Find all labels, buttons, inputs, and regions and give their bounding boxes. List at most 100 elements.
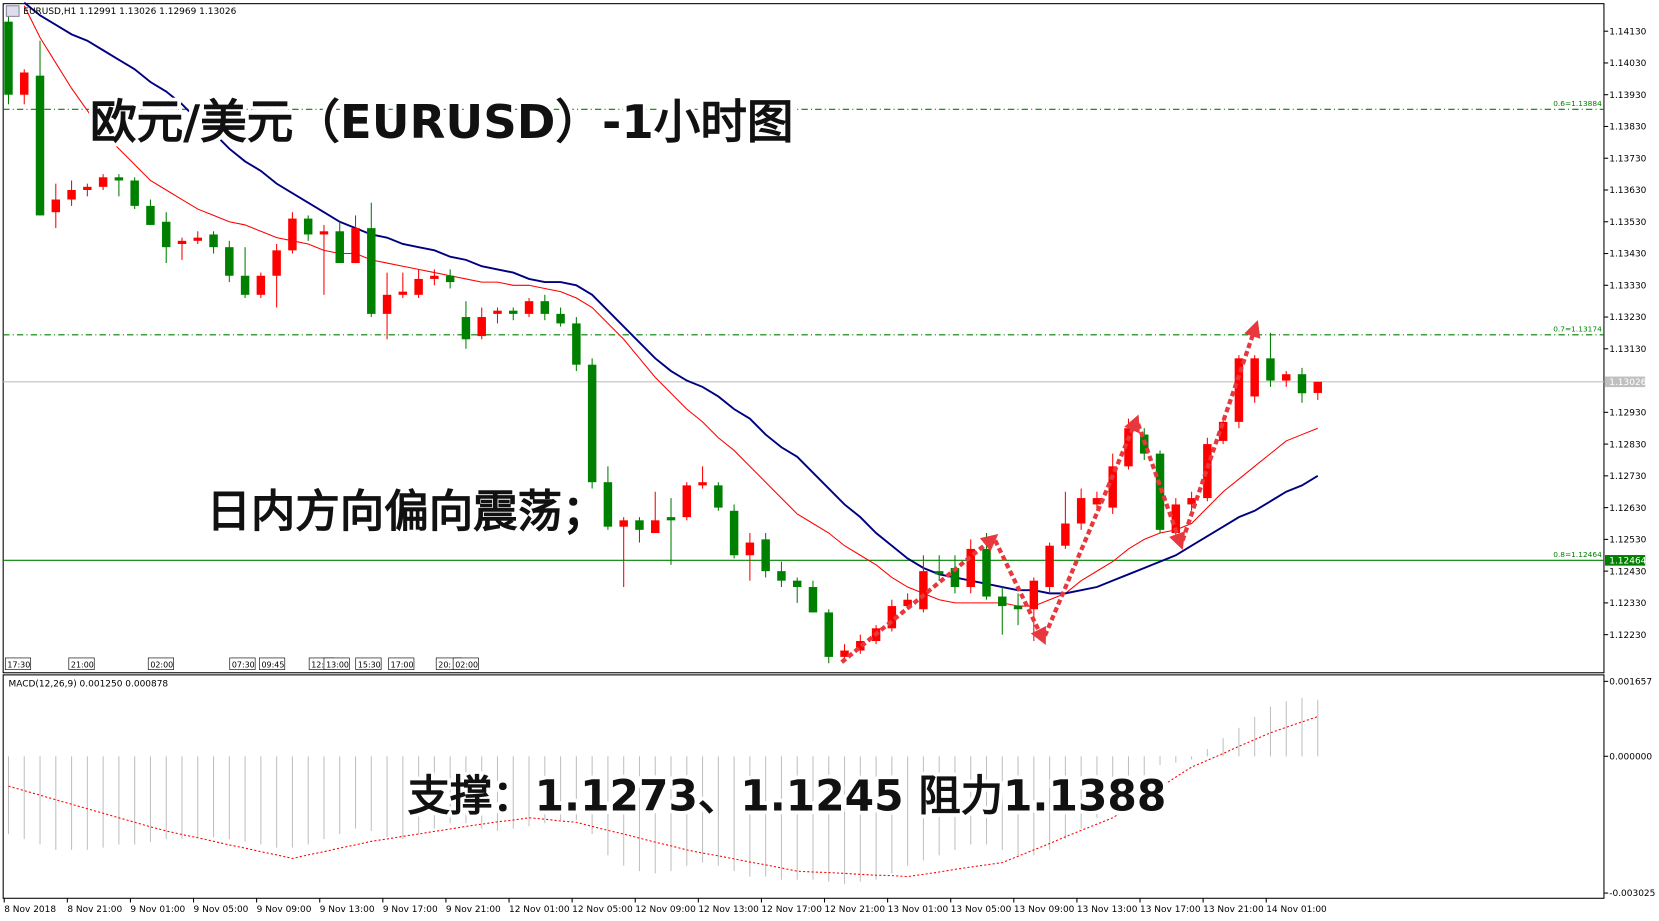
x-tick-label: 13 Nov 13:00 [1077,905,1138,915]
macd-title: MACD(12,26,9) 0.001250 0.000878 [8,680,168,690]
candle-body [903,599,912,607]
arrow [1136,423,1186,550]
y-tick-label: 1.13230 [1609,313,1646,323]
candle-body [351,228,360,264]
candle-body [161,221,171,248]
candle-body [777,571,786,581]
candle-body [982,548,991,597]
x-tick-label: 12 Nov 13:00 [698,905,759,915]
y-tick-label: 1.13130 [1609,345,1646,355]
x-tick-label: 12 Nov 05:00 [572,905,633,915]
macd-panel [2,674,1605,899]
annotation-title: 欧元/美元（EURUSD）-1小时图 [90,95,794,149]
candle-body [177,240,187,244]
level-axis-label: 1.12464 [1609,557,1646,567]
candle-body [1250,358,1259,397]
candle-body [540,301,550,314]
candle-body [714,485,723,508]
event-label: 02:00 [150,660,173,669]
moving-average [23,1,1319,595]
x-tick-label: 12 Nov 09:00 [635,905,696,915]
level-label: 0.7=1.13174 [1553,325,1602,334]
current-price-box [1605,376,1646,388]
y-tick-label: 1.12930 [1609,409,1646,419]
candle-body [445,275,455,283]
level-axis-box [1605,555,1646,566]
candle-body [382,294,392,314]
candle-body [209,234,218,248]
y-tick-label: 1.12630 [1609,504,1646,514]
candle-body [524,301,534,314]
candle-body [808,587,818,613]
x-tick-label: 13 Nov 17:00 [1140,905,1201,915]
candle-body [919,571,928,610]
event-label: 02:00 [455,660,478,669]
candle-body [1266,358,1275,381]
y-tick-label: 1.12230 [1609,631,1646,641]
candle-body [1313,381,1323,393]
candle-body [698,482,707,486]
candle-body [51,199,61,213]
candle-body [1124,428,1133,467]
candle-body [272,250,281,276]
x-tick-label: 9 Nov 09:00 [257,905,312,915]
y-tick-label: 1.13530 [1609,218,1646,228]
candle-body [67,189,76,200]
event-label: 21:00 [71,660,94,669]
candle-body [193,237,203,241]
candle-body [240,275,250,295]
candle-body [745,542,755,556]
level-label: 0.8=1.12464 [1553,550,1602,559]
x-tick-label: 14 Nov 01:00 [1266,905,1327,915]
candle-body [130,180,139,206]
event-label: 17:00 [391,660,414,669]
annotation-bias: 日内方向偏向震荡； [206,487,606,538]
x-tick-label: 8 Nov 21:00 [67,905,122,915]
candle-body [856,641,865,651]
macd-y-tick-label: 0.000000 [1609,752,1652,762]
event-label: 15:30 [358,660,381,669]
candle-body [114,177,124,181]
x-tick-label: 9 Nov 13:00 [320,905,375,915]
level-label: 0.6=1.13884 [1553,99,1602,108]
candle-body [651,520,660,534]
macd-signal [8,716,1318,878]
y-tick-label: 1.12830 [1609,440,1646,450]
candle-body [288,218,297,251]
candle-body [225,247,234,276]
macd-y-tick-label: 0.001657 [1609,678,1652,688]
moving-average [23,5,1318,607]
event-label: 13:00 [326,660,349,669]
candle-body [398,291,408,295]
candle-body [98,177,108,187]
x-tick-label: 8 Nov 2018 [4,905,56,915]
candle-body [1281,374,1291,381]
candle-body [1108,466,1117,508]
event-box [323,657,350,670]
y-tick-label: 1.12730 [1609,472,1646,482]
candle-body [934,571,944,575]
arrow [840,534,999,664]
candle-body [477,317,486,337]
event-box [452,657,479,670]
event-label: 12: [311,660,324,669]
event-box [147,657,174,670]
candle-body [83,186,92,190]
event-box [229,657,256,670]
candle-body [1013,606,1023,610]
x-tick-label: 12 Nov 17:00 [761,905,822,915]
arrow [1042,414,1140,637]
candle-body [619,520,628,527]
candle-body [729,510,739,556]
event-box [68,657,95,670]
x-tick-label: 13 Nov 21:00 [1203,905,1264,915]
candle-body [367,228,376,314]
candle-body [587,364,597,483]
x-tick-label: 13 Nov 09:00 [1014,905,1075,915]
candle-body [1234,358,1244,422]
header-icon [5,5,20,17]
current-price-label: 1.13026 [1609,378,1646,388]
candle-body [966,548,975,588]
plot-layer: 1.14130 1.14030 1.13930 1.13830 1.13730 1.136… [3,1,1655,915]
